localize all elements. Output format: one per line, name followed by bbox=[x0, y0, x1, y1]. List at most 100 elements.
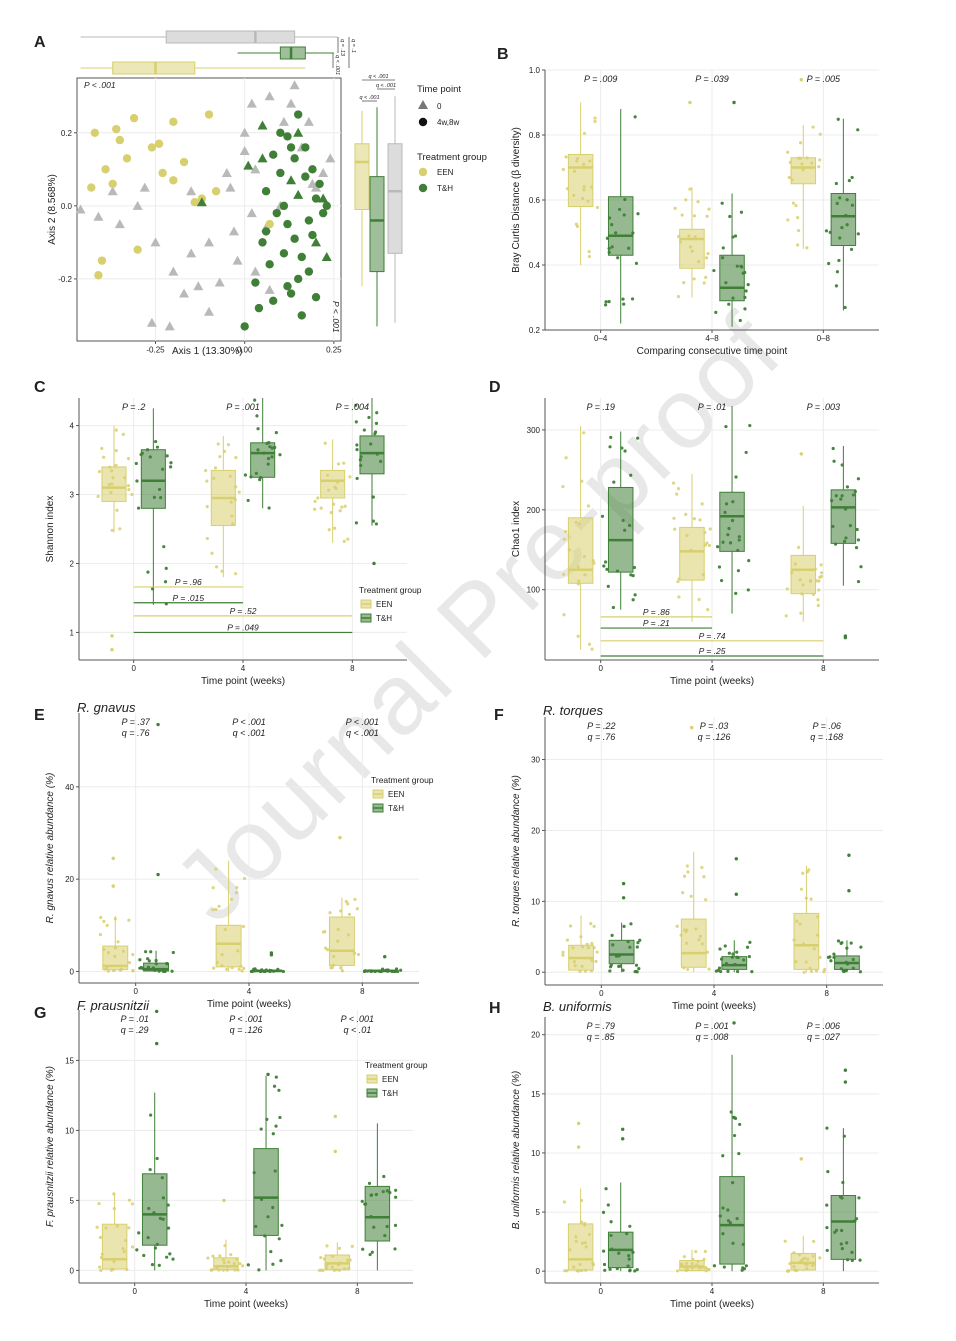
data-point-een bbox=[328, 911, 332, 915]
data-point-een bbox=[582, 131, 587, 136]
data-point-een bbox=[700, 865, 704, 870]
data-point-th bbox=[712, 1264, 717, 1268]
data-point-een bbox=[811, 125, 815, 129]
data-point-th bbox=[712, 268, 716, 273]
data-point-een bbox=[223, 927, 227, 932]
data-point-een bbox=[793, 1268, 797, 1272]
data-point-th bbox=[318, 208, 328, 218]
data-point-th bbox=[265, 441, 269, 445]
data-point-een bbox=[206, 1256, 210, 1260]
legend-item-label: T&H bbox=[437, 184, 453, 193]
data-point-th bbox=[610, 1247, 614, 1251]
data-point-een bbox=[109, 491, 113, 495]
data-point-th bbox=[834, 181, 838, 186]
data-point-een bbox=[313, 499, 317, 503]
data-point-een bbox=[704, 275, 708, 279]
data-point-een bbox=[812, 1239, 816, 1244]
outlier-point-th bbox=[732, 1115, 736, 1120]
legend-item-label: 4w,8w bbox=[437, 118, 459, 127]
data-point-th bbox=[724, 962, 729, 966]
data-point-een bbox=[786, 150, 790, 154]
outlier-point-th bbox=[847, 889, 851, 893]
data-point-een bbox=[340, 505, 344, 509]
panel-B: 0.2 0.4 0.6 0.8 1.0 0–4 4–8 0–8 Comparing consec… bbox=[497, 46, 879, 357]
data-point-een bbox=[565, 187, 569, 191]
data-point-th bbox=[841, 1180, 845, 1185]
data-point-een bbox=[806, 1257, 810, 1261]
data-point-th bbox=[856, 477, 861, 481]
data-point-th bbox=[728, 541, 733, 545]
data-point-th bbox=[622, 924, 626, 928]
data-point-th bbox=[286, 143, 296, 152]
data-point-th bbox=[602, 1262, 607, 1267]
data-point-een bbox=[97, 470, 102, 474]
data-point-een bbox=[576, 634, 580, 638]
legend-item-label: T&H bbox=[376, 614, 392, 623]
data-point-th bbox=[166, 1203, 170, 1207]
y-tick-label: 10 bbox=[531, 1149, 540, 1158]
data-point-een bbox=[788, 1262, 792, 1266]
data-point-een bbox=[697, 597, 701, 602]
data-point-een bbox=[205, 504, 209, 509]
data-point-th-tp0 bbox=[293, 189, 304, 199]
legend-item-label: T&H bbox=[388, 804, 404, 813]
data-point-th bbox=[622, 213, 626, 217]
data-point-een bbox=[234, 572, 238, 576]
outlier-point-th bbox=[621, 1127, 625, 1132]
data-point-th bbox=[159, 496, 163, 500]
comparison-label: P = .52 bbox=[230, 606, 257, 616]
outlier-point-een bbox=[333, 1149, 337, 1154]
data-point-een bbox=[790, 178, 794, 182]
data-point-th bbox=[631, 231, 635, 235]
annotation-p: q = .008 bbox=[696, 1032, 729, 1042]
data-point-een bbox=[586, 946, 590, 950]
data-point-th bbox=[731, 235, 735, 239]
data-point-th bbox=[633, 1269, 637, 1273]
legend-title: Treatment group bbox=[371, 775, 434, 785]
data-point-een bbox=[817, 588, 821, 592]
data-point-th bbox=[283, 219, 292, 229]
data-point-een bbox=[114, 449, 118, 453]
data-point-th bbox=[283, 282, 292, 291]
annotation-p: P = .001 bbox=[226, 402, 259, 412]
data-point-th bbox=[255, 414, 259, 418]
data-point-th bbox=[279, 201, 289, 211]
data-point-th bbox=[161, 1217, 165, 1221]
data-point-een bbox=[702, 875, 706, 879]
data-point-th bbox=[134, 461, 138, 466]
panel-letter: G bbox=[34, 1005, 46, 1022]
data-point-th bbox=[146, 570, 150, 574]
data-point-th bbox=[721, 1232, 725, 1236]
data-point-th bbox=[611, 943, 615, 947]
data-point-een bbox=[214, 867, 218, 871]
data-point-een bbox=[574, 1235, 578, 1239]
data-point-een bbox=[211, 908, 215, 912]
data-point-een bbox=[708, 527, 712, 531]
data-point-th bbox=[157, 1263, 161, 1268]
data-point-een bbox=[583, 1241, 588, 1245]
data-point-th bbox=[379, 969, 383, 973]
data-point-een bbox=[680, 1263, 684, 1267]
data-point-th bbox=[724, 502, 729, 506]
data-point-een bbox=[573, 964, 577, 968]
data-point-een bbox=[169, 176, 178, 185]
data-point-een bbox=[587, 642, 592, 646]
data-point-een bbox=[97, 1202, 101, 1206]
data-point-een bbox=[336, 462, 341, 466]
data-point-th bbox=[272, 208, 281, 218]
data-point-een bbox=[214, 565, 219, 569]
data-point-th bbox=[748, 940, 752, 944]
data-point-een bbox=[681, 891, 685, 895]
box-th bbox=[141, 1173, 168, 1246]
data-point-een bbox=[686, 870, 690, 874]
data-point-een bbox=[790, 571, 794, 575]
x-tick-label: -0.25 bbox=[146, 346, 165, 355]
data-point-een bbox=[353, 897, 357, 901]
data-point-een bbox=[346, 933, 351, 937]
data-point-tp0 bbox=[239, 146, 250, 156]
data-point-een bbox=[692, 517, 696, 521]
data-point-een bbox=[677, 234, 681, 239]
data-point-tp0 bbox=[186, 248, 197, 258]
data-point-een bbox=[581, 196, 585, 201]
data-point-een bbox=[355, 907, 359, 911]
